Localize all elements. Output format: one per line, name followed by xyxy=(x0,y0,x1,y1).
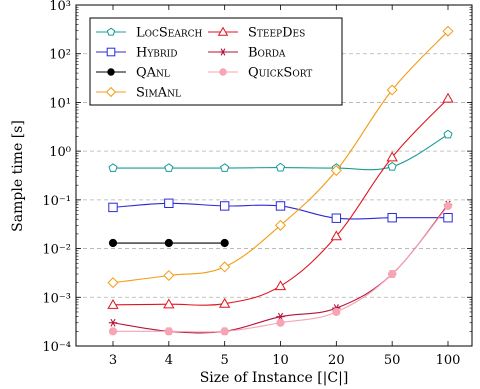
series-layer xyxy=(107,25,454,336)
data-point xyxy=(331,213,342,223)
series-hybrid xyxy=(108,198,453,223)
axis-ticks xyxy=(76,4,472,347)
data-point xyxy=(108,202,118,213)
x-tick-label: 4 xyxy=(165,353,173,368)
asterisk-stroke xyxy=(110,318,116,327)
data-point xyxy=(163,298,175,309)
data-point xyxy=(105,86,117,98)
data-point xyxy=(386,84,398,96)
data-point xyxy=(442,92,454,103)
data-point xyxy=(387,213,397,223)
data-point xyxy=(108,238,118,248)
x-tick-labels: 3 4 5 10 20 50 100 xyxy=(109,353,461,368)
x-tick-label: 10 xyxy=(272,353,289,368)
data-point xyxy=(107,68,115,76)
data-point xyxy=(276,318,285,327)
legend-label: Borda xyxy=(248,46,286,61)
x-tick-label: 50 xyxy=(384,353,401,368)
x-tick-label: 5 xyxy=(221,353,229,368)
data-point xyxy=(164,238,173,248)
data-point xyxy=(108,327,118,336)
data-point xyxy=(107,277,119,289)
legend-entry-borda: Borda xyxy=(208,46,286,61)
data-point xyxy=(106,47,116,57)
y-tick-label: 10⁻³ xyxy=(42,291,71,306)
data-point xyxy=(275,162,286,172)
series-quicksort xyxy=(108,201,453,336)
series-qanl xyxy=(108,238,229,248)
legend: LocSearch Hybrid QAnl SimAnl SteepDes Borda Qu… xyxy=(89,17,343,106)
data-point xyxy=(108,163,118,172)
x-tick-label: 20 xyxy=(328,353,345,368)
data-point xyxy=(217,26,229,36)
legend-label: QuickSort xyxy=(248,66,312,81)
data-point xyxy=(387,161,397,171)
data-point xyxy=(164,198,174,208)
data-point xyxy=(274,280,287,291)
y-tick-labels: 10⁻⁴ 10⁻³ 10⁻² 10⁻¹ 10⁰ 10¹ 10² 10³ xyxy=(42,0,71,355)
data-point xyxy=(106,27,116,36)
legend-label: LocSearch xyxy=(136,26,203,41)
plot-frame xyxy=(75,4,473,347)
y-axis-title: Sample time [s] xyxy=(10,120,26,232)
data-point xyxy=(330,165,342,177)
legend-label: QAnl xyxy=(136,66,170,81)
legend-entry-quicksort: QuickSort xyxy=(208,66,312,81)
y-tick-label: 10¹ xyxy=(49,96,71,111)
data-point xyxy=(164,163,174,172)
series-steepdes xyxy=(107,92,454,309)
legend-entry-hybrid: Hybrid xyxy=(96,46,177,61)
y-tick-label: 10⁻⁴ xyxy=(42,340,71,355)
legend-label: Hybrid xyxy=(136,46,177,61)
legend-entry-locsearch: LocSearch xyxy=(96,26,203,41)
data-point xyxy=(220,163,230,172)
x-axis-title: Size of Instance [|C|] xyxy=(200,370,349,386)
x-tick-label: 100 xyxy=(436,353,461,368)
data-point xyxy=(443,201,453,211)
y-tick-label: 10² xyxy=(49,48,71,63)
data-point xyxy=(388,269,397,279)
y-tick-label: 10⁰ xyxy=(49,145,71,160)
data-point xyxy=(107,299,119,309)
data-point xyxy=(386,151,398,162)
data-point xyxy=(219,48,227,56)
data-point xyxy=(163,269,175,282)
legend-label: SteepDes xyxy=(248,26,305,41)
data-point xyxy=(108,318,118,327)
asterisk-stroke xyxy=(220,48,226,56)
legend-entry-qanl: QAnl xyxy=(96,66,170,81)
data-point xyxy=(442,25,454,37)
legend-label: SimAnl xyxy=(136,86,181,101)
y-tick-label: 10⁻¹ xyxy=(42,194,71,209)
legend-entry-simanl: SimAnl xyxy=(96,86,181,101)
data-point xyxy=(219,297,231,308)
data-point xyxy=(443,129,453,139)
y-tick-label: 10³ xyxy=(49,0,71,14)
data-point xyxy=(274,219,287,231)
series-locsearch xyxy=(108,129,453,172)
legend-entry-steepdes: SteepDes xyxy=(208,26,305,41)
data-point xyxy=(330,230,342,241)
data-point xyxy=(219,68,227,76)
data-point xyxy=(443,213,453,223)
y-tick-label: 10⁻² xyxy=(42,243,71,258)
data-point xyxy=(275,201,286,211)
data-point xyxy=(219,261,231,273)
data-point xyxy=(164,327,173,336)
data-point xyxy=(220,327,229,336)
x-tick-label: 3 xyxy=(109,353,117,368)
data-point xyxy=(220,238,229,248)
series-simanl xyxy=(107,25,454,289)
data-point xyxy=(332,307,341,317)
data-point xyxy=(219,201,230,211)
